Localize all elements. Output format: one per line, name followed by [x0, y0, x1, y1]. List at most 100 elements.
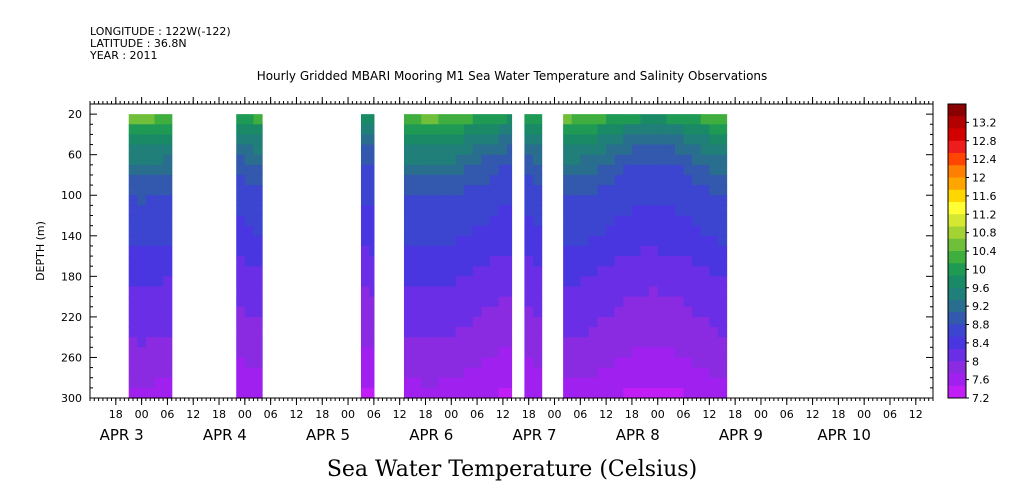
data-cell	[163, 387, 173, 399]
data-cell	[446, 235, 457, 247]
data-cell	[244, 154, 255, 166]
data-cell	[154, 215, 164, 227]
data-cell	[128, 306, 138, 318]
data-cell	[709, 316, 719, 328]
data-cell	[369, 347, 375, 359]
data-cell	[489, 144, 500, 156]
x-tick-label: 06	[367, 408, 381, 421]
data-cell	[588, 114, 599, 125]
data-cell	[128, 316, 138, 328]
data-cell	[692, 347, 702, 359]
data-cell	[438, 357, 448, 369]
data-cell	[657, 154, 667, 166]
data-cell	[692, 215, 702, 227]
data-cell	[446, 357, 457, 369]
data-cell	[455, 245, 465, 257]
data-cell	[692, 154, 702, 166]
data-cell	[623, 235, 633, 247]
data-cell	[137, 185, 147, 196]
data-cell	[472, 124, 482, 136]
data-cell	[369, 387, 375, 399]
data-cell	[649, 134, 659, 146]
colorbar-swatch	[948, 373, 966, 387]
data-cell	[588, 185, 599, 196]
year-label: YEAR : 2011	[89, 49, 158, 62]
data-cell	[369, 215, 375, 227]
data-cell	[606, 367, 616, 379]
data-cell	[481, 357, 491, 369]
data-cell	[666, 124, 676, 136]
data-cell	[571, 266, 581, 277]
data-cell	[623, 347, 633, 359]
data-cell	[692, 306, 702, 318]
data-cell	[657, 316, 667, 328]
x-tick-label: 18	[315, 408, 329, 421]
data-cell	[666, 235, 676, 247]
data-cell	[403, 357, 414, 369]
data-cell	[657, 225, 667, 237]
data-cell	[154, 245, 164, 257]
data-cell	[403, 316, 414, 328]
data-cell	[244, 235, 255, 247]
data-cell	[700, 387, 710, 399]
data-cell	[498, 144, 508, 156]
data-cell	[145, 144, 156, 156]
plot-area: 18 00 06 12 18 00 06 12 18 00 06 12 18 00 06 12 18 00 06 12…	[61, 97, 934, 444]
data-cell	[429, 357, 439, 369]
colorbar-label: 12.8	[972, 135, 997, 148]
data-cell	[507, 195, 513, 206]
data-cell	[145, 306, 156, 318]
data-cell	[455, 347, 465, 359]
data-cell	[163, 306, 173, 318]
data-cell	[580, 276, 590, 288]
data-cell	[489, 316, 500, 328]
data-cell	[717, 134, 728, 146]
data-cell	[253, 377, 263, 389]
data-cell	[507, 185, 513, 196]
data-cell	[507, 215, 513, 227]
data-cell	[481, 347, 491, 359]
data-cell	[700, 327, 710, 338]
data-cell	[563, 337, 573, 348]
data-cell	[429, 205, 439, 217]
data-cell	[649, 174, 659, 186]
data-cell	[137, 327, 147, 338]
data-cell	[236, 205, 246, 217]
data-cell	[674, 306, 685, 318]
data-cell	[253, 164, 263, 176]
data-cell	[438, 195, 448, 206]
data-cell	[614, 124, 624, 136]
data-cell	[524, 154, 534, 166]
data-cell	[137, 195, 147, 206]
data-cell	[571, 306, 581, 318]
data-cell	[403, 367, 414, 379]
data-cell	[571, 377, 581, 389]
data-cell	[631, 316, 642, 328]
data-cell	[674, 245, 685, 257]
data-cell	[455, 357, 465, 369]
data-cell	[154, 286, 164, 298]
data-cell	[244, 286, 255, 298]
data-cell	[709, 205, 719, 217]
data-cell	[666, 154, 676, 166]
data-cell	[631, 367, 642, 379]
data-cell	[412, 316, 422, 328]
data-cell	[692, 205, 702, 217]
colorbar-label: 12	[972, 172, 986, 185]
data-cell	[692, 256, 702, 267]
data-cell	[360, 306, 371, 318]
data-cell	[588, 235, 599, 247]
data-cell	[657, 377, 667, 389]
data-cell	[253, 286, 263, 298]
data-cell	[580, 134, 590, 146]
data-cell	[700, 185, 710, 196]
data-cell	[533, 225, 543, 237]
data-cell	[360, 114, 371, 125]
data-cell	[640, 114, 650, 125]
data-cell	[524, 327, 534, 338]
data-cell	[709, 266, 719, 277]
data-cell	[640, 367, 650, 379]
data-cell	[700, 195, 710, 206]
data-cell	[717, 114, 728, 125]
data-cell	[446, 266, 457, 277]
